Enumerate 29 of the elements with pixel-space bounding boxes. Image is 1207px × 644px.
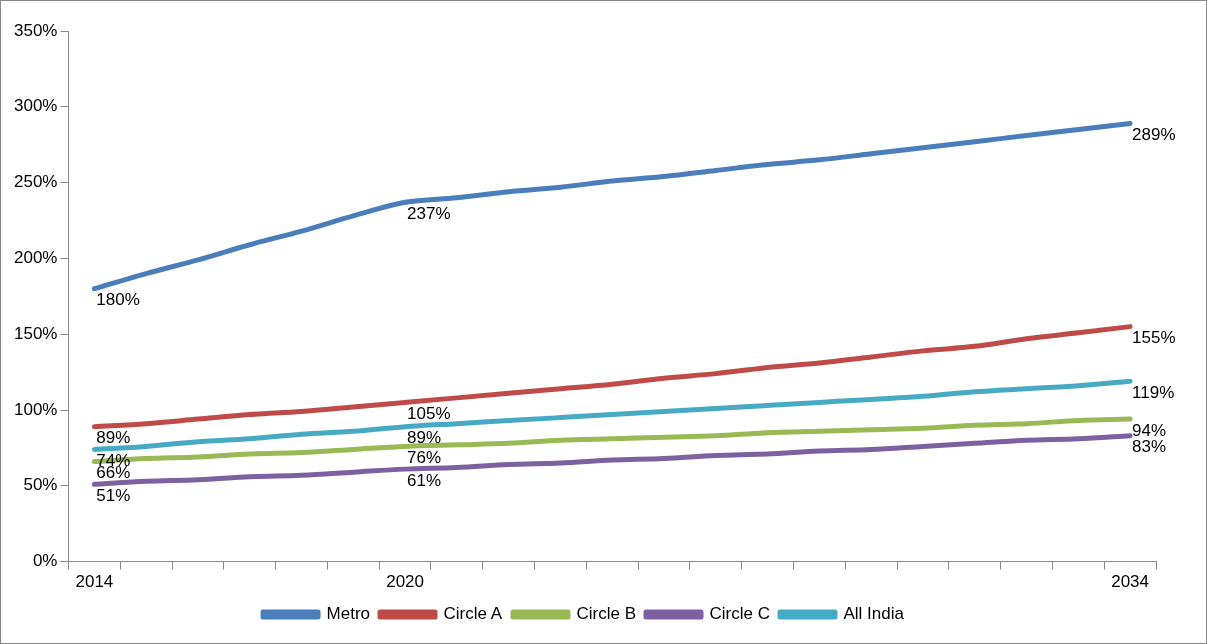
- data-label: 51%: [96, 485, 131, 505]
- data-label: 237%: [407, 204, 451, 223]
- x-tick-label: 2014: [75, 572, 114, 592]
- y-tick-label: 100%: [14, 399, 58, 419]
- data-label: 155%: [1132, 328, 1176, 348]
- x-tick-label: 2034: [1111, 572, 1150, 592]
- legend-label: All India: [843, 604, 905, 624]
- data-label: 180%: [96, 290, 140, 310]
- legend-label: Circle C: [709, 604, 770, 624]
- legend-label: Circle A: [443, 604, 503, 624]
- data-label: 289%: [1132, 125, 1176, 145]
- data-label: 105%: [407, 404, 451, 424]
- data-label: 119%: [1132, 382, 1175, 402]
- y-tick-label: 250%: [14, 172, 58, 192]
- data-label: 76%: [407, 448, 442, 468]
- data-label: 89%: [96, 428, 131, 448]
- legend-label: Circle B: [576, 604, 637, 624]
- y-tick-label: 150%: [14, 323, 58, 343]
- y-tick-label: 350%: [14, 20, 58, 40]
- data-label: 61%: [407, 470, 442, 490]
- y-tick-label: 50%: [23, 475, 58, 495]
- legend-label: Metro: [326, 604, 371, 624]
- data-label: 89%: [407, 428, 442, 448]
- y-tick-label: 300%: [14, 96, 58, 116]
- data-label: 94%: [1132, 420, 1167, 440]
- data-label: 83%: [1132, 437, 1167, 457]
- y-tick-label: 0%: [32, 551, 58, 571]
- y-tick-label: 200%: [14, 248, 58, 268]
- x-tick-label: 2020: [386, 572, 425, 592]
